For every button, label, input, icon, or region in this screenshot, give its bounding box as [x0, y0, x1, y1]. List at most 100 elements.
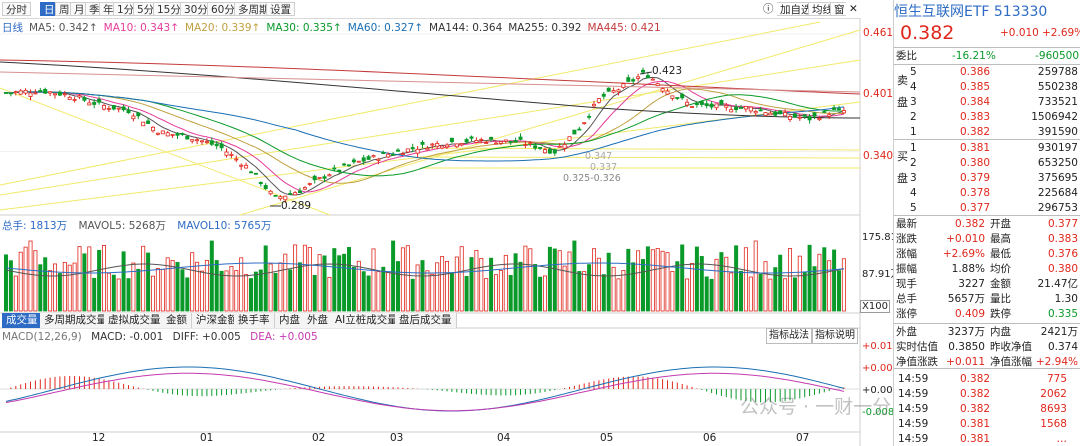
indicator-tab-0[interactable]: 成交量 [2, 313, 43, 328]
period-tab-11[interactable]: 多周期 [234, 2, 274, 16]
period-tab-12[interactable]: 设置 [266, 2, 295, 16]
period-tab-9[interactable]: 30分 [180, 2, 212, 16]
candle-body [317, 176, 322, 179]
tick-price: 0.381 [960, 418, 991, 430]
bid-level-4[interactable]: 4 0.378 225684 [894, 186, 1080, 200]
volume-bar [724, 256, 729, 312]
volume-bar [729, 272, 734, 312]
candle-body [582, 122, 587, 125]
level-price: 0.380 [960, 157, 991, 169]
indicator-tab-7[interactable]: 外盘 [303, 313, 333, 328]
info-icon[interactable]: ⓘ [760, 2, 777, 16]
volume-bar [636, 250, 641, 312]
macd-axis-3: +0.000 [862, 385, 900, 396]
volume-bar [356, 260, 361, 312]
diff-value: DIFF: +0.005 [172, 331, 241, 343]
candle-body [807, 116, 812, 121]
indicator-tab-1[interactable]: 多周期成交量 [40, 313, 112, 328]
volume-bar [415, 264, 420, 312]
volume-bar [783, 278, 788, 312]
volume-bar [332, 248, 337, 312]
bid-level-5[interactable]: 5 0.377 296753 [894, 201, 1080, 215]
candle-body [739, 107, 744, 109]
volume-bar [430, 273, 435, 312]
level-price: 0.378 [960, 187, 991, 199]
volume-bar [297, 262, 302, 312]
candle-body [72, 98, 77, 101]
period-tab-5[interactable]: 年 [99, 2, 118, 16]
ask-level-4[interactable]: 4 0.385 550238 [894, 80, 1080, 94]
volume-bar [743, 247, 748, 312]
ask-level-1[interactable]: 1 0.382 391590 [894, 125, 1080, 139]
trend-channel-line [419, 147, 861, 151]
weicha-value: -960500 [1035, 50, 1079, 62]
ma-line [6, 91, 844, 162]
period-tab-2[interactable]: 周 [55, 2, 74, 16]
indicator-help-button[interactable]: 指标说明 [812, 328, 858, 344]
tick-row: 14:59 0.382 8693 [894, 402, 1080, 416]
stat-value: 0.409 [954, 308, 985, 320]
candle-body [724, 105, 729, 108]
volume-bar [464, 275, 469, 312]
bid-level-2[interactable]: 2 0.380 653250 [894, 156, 1080, 170]
candle-body [528, 142, 533, 145]
candle-body [596, 98, 601, 103]
volume-bar [224, 270, 229, 312]
period-tab-8[interactable]: 15分 [153, 2, 185, 16]
candle-body [77, 95, 82, 98]
candle-body [165, 132, 170, 137]
window-button[interactable]: 窗 [830, 2, 849, 16]
level-number: 5 [910, 202, 917, 214]
stat-value: 3237万 [947, 326, 985, 338]
indicator-tab-3[interactable]: 金额 [162, 313, 192, 328]
indicator-tab-8[interactable]: AI立桩成交量 [331, 313, 403, 328]
volume-bar [523, 245, 528, 312]
candle-body [278, 196, 283, 200]
indicator-tab-2[interactable]: 虚拟成交量 [104, 313, 166, 328]
indicator-strategy-button[interactable]: 指标战法 [766, 328, 812, 344]
bid-level-3[interactable]: 3 0.379 375695 [894, 171, 1080, 185]
ma-toggle-button[interactable]: 均线 [808, 2, 837, 16]
indicator-tab-4[interactable]: 沪深金额 [192, 313, 243, 328]
kline-chart[interactable] [0, 0, 893, 446]
candle-body [685, 101, 690, 106]
candle-body [351, 159, 356, 163]
level-number: 4 [910, 81, 917, 93]
candle-body [244, 164, 249, 169]
month-label: 02 [312, 432, 326, 444]
volume-bar [449, 272, 454, 312]
stat-key: 实时估值 [896, 341, 938, 353]
candle-body [592, 103, 597, 107]
level-volume: 930197 [1037, 142, 1078, 154]
volume-bar [43, 257, 48, 312]
add-watchlist-button[interactable]: 加自选 [776, 2, 816, 16]
volume-bar [650, 249, 655, 312]
stat-value: 0.383 [1047, 233, 1078, 245]
period-tab-10[interactable]: 60分 [207, 2, 239, 16]
bid-level-1[interactable]: 1 0.381 930197 [894, 141, 1080, 155]
stat-row: 现手 3227 金额 21.47亿 [894, 277, 1080, 291]
level-price: 0.382 [960, 126, 991, 138]
candle-body [395, 149, 400, 152]
stat-key: 最新 [896, 218, 917, 230]
candle-body [33, 92, 38, 95]
candle-body [204, 141, 209, 144]
indicator-tab-5[interactable]: 换手率 [234, 313, 275, 328]
close-icon[interactable]: ✕ [846, 2, 861, 16]
candle-body [415, 148, 420, 154]
ask-level-2[interactable]: 2 0.383 1506942 [894, 110, 1080, 124]
month-label: 06 [703, 432, 717, 444]
period-tab-6[interactable]: 1分 [113, 2, 139, 16]
volume-bar [508, 275, 513, 312]
candle-body [405, 148, 410, 153]
indicator-tab-9[interactable]: 盘后成交量 [395, 313, 457, 328]
ask-level-5[interactable]: 5 0.386 259788 [894, 65, 1080, 79]
period-tab-0[interactable]: 分时 [2, 2, 31, 16]
indicator-tab-6[interactable]: 内盘 [275, 313, 305, 328]
volume-bar [788, 248, 793, 312]
candle-body [199, 140, 204, 143]
ask-level-3[interactable]: 3 0.384 733521 [894, 95, 1080, 109]
volume-bar [337, 255, 342, 312]
tick-row: 14:59 0.381… [894, 432, 1080, 446]
volume-bar [92, 277, 97, 312]
